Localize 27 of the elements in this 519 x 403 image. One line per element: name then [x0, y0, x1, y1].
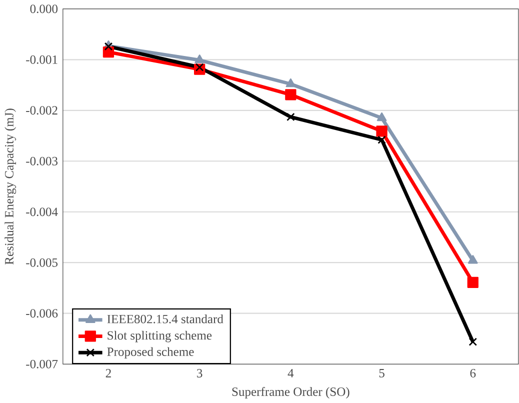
point — [467, 276, 478, 288]
point — [376, 126, 388, 137]
y-tick-label: -0.005 — [26, 258, 58, 267]
y-axis-title: Residual Energy Capacity (mJ) — [4, 108, 16, 264]
y-tick-label: -0.001 — [26, 55, 58, 64]
x-tick-label: 2 — [106, 368, 111, 378]
point — [468, 338, 478, 346]
point — [286, 78, 296, 88]
point — [194, 54, 204, 64]
x-tick-label: 3 — [197, 368, 202, 378]
x-tick-label: 4 — [288, 368, 294, 378]
y-tick-label: -0.003 — [26, 156, 58, 166]
y-tick-label: -0.007 — [26, 360, 58, 368]
legend-label: Slot splitting scheme — [108, 330, 212, 342]
point — [195, 63, 204, 72]
x-tick-label: 5 — [379, 368, 384, 378]
legend-label: IEEE802.15.4 standard — [107, 314, 224, 324]
y-tick-label: -0.006 — [26, 309, 58, 318]
point — [468, 254, 478, 264]
x-axis-title: Superframe Order (SO) — [232, 386, 350, 398]
point — [285, 89, 296, 100]
y-tick-label: -0.004 — [26, 208, 58, 216]
y-tick-label: 0.000 — [30, 4, 58, 14]
x-tick-label: 6 — [470, 368, 476, 378]
point — [376, 112, 387, 122]
legend-label: Proposed scheme — [107, 347, 194, 358]
y-tick-label: -0.002 — [26, 106, 58, 115]
